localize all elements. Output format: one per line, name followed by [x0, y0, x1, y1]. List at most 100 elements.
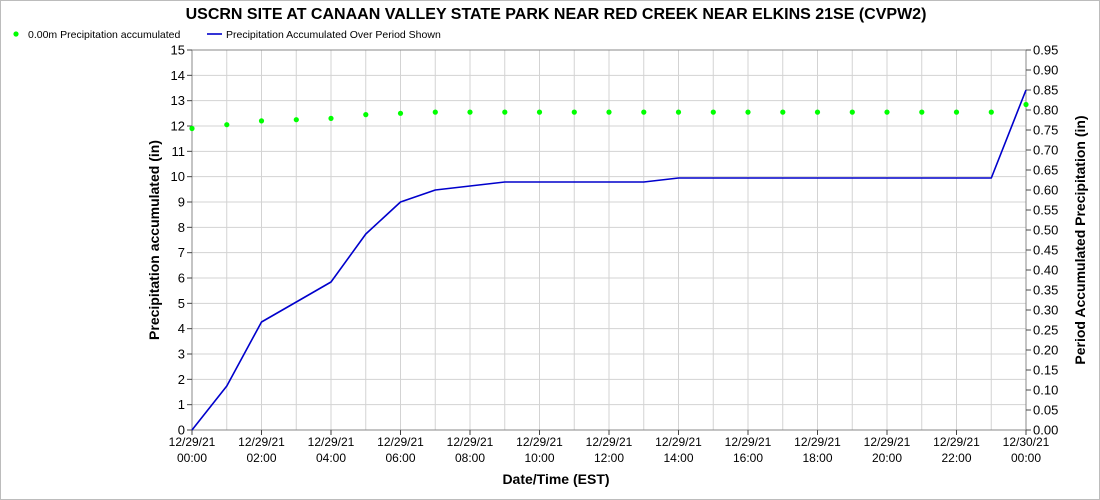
y-left-tick-label: 5: [178, 296, 185, 311]
scatter-point: [884, 109, 890, 115]
x-tick-label-time: 06:00: [385, 451, 415, 465]
y-left-tick-label: 14: [171, 68, 185, 83]
scatter-point: [745, 109, 751, 115]
y-left-tick-label: 9: [178, 195, 185, 210]
y-right-tick-label: 0.95: [1033, 43, 1058, 58]
y-left-tick-label: 13: [171, 93, 185, 108]
x-axis: 12/29/21 00:00 12/29/21 02:00 12/29/21 04:00 1…: [169, 430, 1050, 465]
x-tick-label-date: 12/29/21: [655, 435, 702, 449]
y-left-tick-label: 10: [171, 169, 185, 184]
y-right-tick-label: 0.05: [1033, 403, 1058, 418]
x-tick-label-time: 14:00: [663, 451, 693, 465]
scatter-point: [502, 109, 508, 115]
y-right-tick-label: 0.65: [1033, 163, 1058, 178]
series-line-path: [191, 89, 1027, 431]
x-tick-label-date: 12/29/21: [377, 435, 424, 449]
y-right-tick-label: 0.30: [1033, 303, 1058, 318]
scatter-point: [571, 109, 577, 115]
x-tick-label-date: 12/29/21: [586, 435, 633, 449]
legend-entry-scatter: 0.00m Precipitation accumulated: [28, 29, 180, 41]
x-tick-label-time: 08:00: [455, 451, 485, 465]
x-axis-label: Date/Time (EST): [502, 471, 609, 487]
x-tick-label-time: 00:00: [1011, 451, 1041, 465]
x-tick-label-date: 12/29/21: [308, 435, 355, 449]
y-right-tick-label: 0.45: [1033, 243, 1058, 258]
scatter-point: [780, 109, 786, 115]
scatter-point: [293, 117, 299, 123]
x-tick-label-time: 04:00: [316, 451, 346, 465]
scatter-point: [814, 109, 821, 115]
chart-title: USCRN SITE AT CANAAN VALLEY STATE PARK N…: [186, 6, 927, 23]
y-left-tick-label: 1: [178, 397, 185, 412]
scatter-point: [258, 118, 265, 124]
scatter-point: [189, 125, 195, 132]
y-left-tick-label: 12: [171, 119, 185, 134]
legend: 0.00m Precipitation accumulated Precipit…: [13, 29, 441, 41]
x-tick-label-time: 10:00: [524, 451, 554, 465]
x-tick-label-date: 12/29/21: [933, 435, 980, 449]
scatter-point: [919, 109, 925, 115]
y-left-tick-label: 8: [178, 220, 185, 235]
scatter-point: [953, 109, 960, 115]
x-tick-label-date: 12/29/21: [516, 435, 563, 449]
x-tick-label-date: 12/30/21: [1003, 435, 1050, 449]
x-tick-label-date: 12/29/21: [169, 435, 216, 449]
y-right-tick-label: 0.85: [1033, 83, 1058, 98]
y-left-tick-label: 2: [178, 372, 185, 387]
y-left-tick-label: 3: [178, 347, 185, 362]
x-tick-label-date: 12/29/21: [725, 435, 772, 449]
y-left-tick-label: 0: [178, 423, 185, 438]
y-axis-right-label: Period Accumulated Precipitation (in): [1072, 115, 1088, 364]
scatter-point: [675, 109, 682, 115]
scatter-point: [641, 109, 647, 115]
legend-entry-line: Precipitation Accumulated Over Period Sh…: [226, 29, 441, 41]
series-period-accumulated: [191, 89, 1027, 431]
y-right-tick-label: 0.60: [1033, 183, 1058, 198]
y-right-tick-label: 0.20: [1033, 343, 1058, 358]
y-right-tick-label: 0.50: [1033, 223, 1058, 238]
y-left-tick-label: 7: [178, 245, 185, 260]
x-tick-label-time: 18:00: [802, 451, 832, 465]
y-left-tick-label: 6: [178, 271, 185, 286]
scatter-point: [988, 109, 994, 115]
scatter-point: [606, 109, 612, 115]
scatter-point: [849, 109, 855, 115]
y-left-tick-label: 15: [171, 43, 185, 58]
scatter-point: [710, 109, 716, 115]
scatter-point: [1023, 101, 1029, 108]
x-tick-label-time: 02:00: [246, 451, 276, 465]
scatter-point: [536, 109, 543, 115]
y-axis-left-label: Precipitation accumulated (in): [146, 140, 162, 340]
legend-marker-scatter: [13, 31, 19, 37]
y-right-tick-label: 0.25: [1033, 323, 1058, 338]
x-tick-label-time: 22:00: [941, 451, 971, 465]
scatter-point: [224, 122, 230, 128]
x-tick-label-date: 12/29/21: [794, 435, 841, 449]
x-tick-label-date: 12/29/21: [864, 435, 911, 449]
y-left-tick-label: 4: [178, 321, 185, 336]
y-right-tick-label: 0.55: [1033, 203, 1058, 218]
scatter-point: [363, 112, 369, 118]
x-tick-label-date: 12/29/21: [447, 435, 494, 449]
y-right-tick-label: 0.40: [1033, 263, 1058, 278]
x-tick-label-time: 16:00: [733, 451, 763, 465]
y-right-tick-label: 0.80: [1033, 103, 1058, 118]
scatter-point: [397, 110, 404, 116]
scatter-point: [467, 109, 473, 115]
y-right-tick-label: 0.70: [1033, 143, 1058, 158]
scatter-point: [328, 115, 334, 121]
y-right-tick-label: 0.90: [1033, 63, 1058, 78]
y-axis-right: 0.00 0.05 0.10 0.15 0.20 0.25 0.30 0.35 0.40 0.45…: [1026, 43, 1058, 438]
y-right-tick-label: 0.35: [1033, 283, 1058, 298]
x-tick-label-time: 00:00: [177, 451, 207, 465]
scatter-point: [432, 109, 438, 115]
y-left-tick-label: 11: [172, 144, 186, 159]
grid: [191, 49, 1027, 431]
y-right-tick-label: 0.75: [1033, 123, 1058, 138]
x-tick-label-time: 12:00: [594, 451, 624, 465]
y-right-tick-label: 0.15: [1033, 363, 1058, 378]
x-tick-label-time: 20:00: [872, 451, 902, 465]
series-precip-accumulated: [189, 101, 1029, 132]
